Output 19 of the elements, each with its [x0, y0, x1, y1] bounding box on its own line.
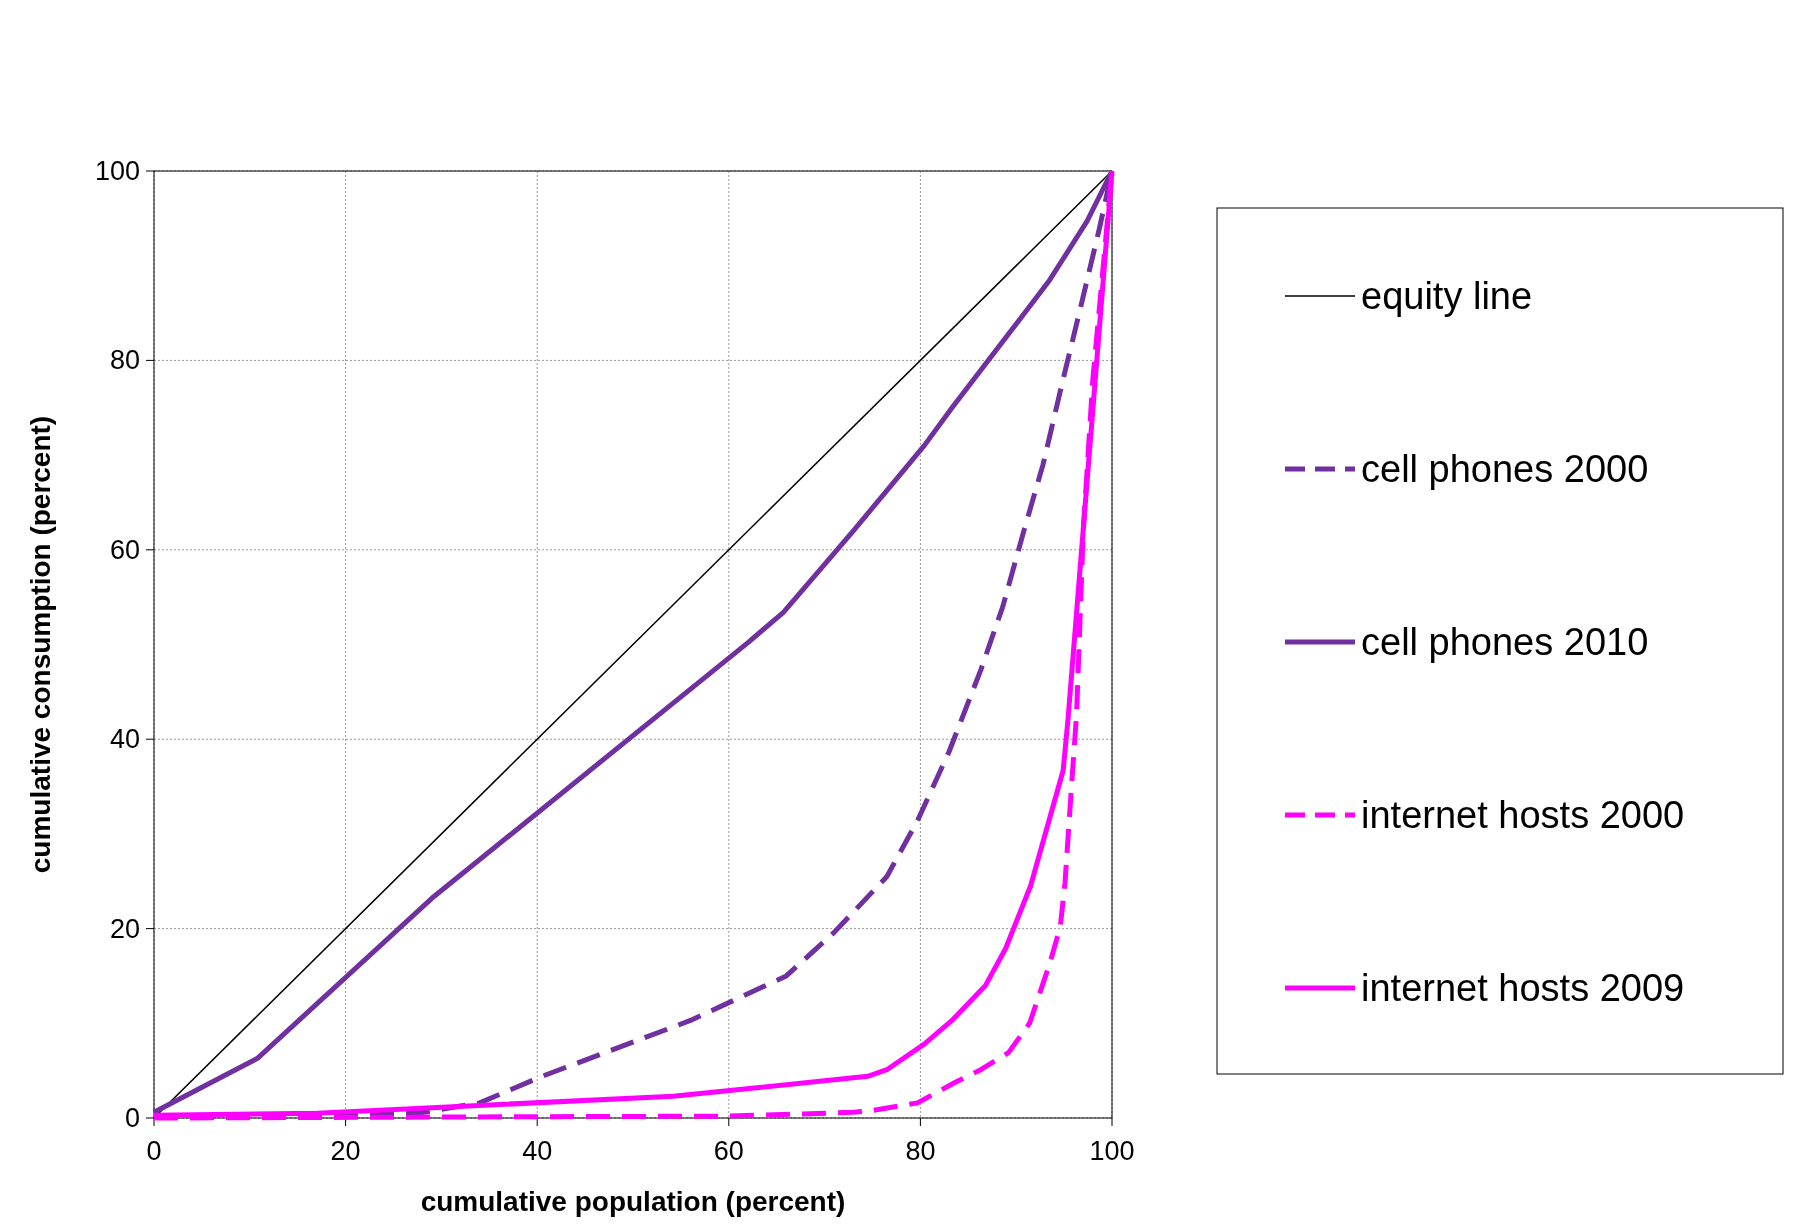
legend-label: cell phones 2010 — [1361, 621, 1649, 663]
x-axis-title: cumulative population (percent) — [420, 1186, 846, 1217]
legend-label: internet hosts 2000 — [1361, 794, 1685, 836]
y-tick-label: 60 — [109, 534, 140, 565]
y-tick-label: 0 — [124, 1103, 140, 1133]
y-axis-title: cumulative consumption (percent) — [25, 415, 56, 874]
y-tick-label: 40 — [109, 724, 140, 755]
legend-label: equity line — [1361, 275, 1533, 317]
y-tick-label: 80 — [109, 345, 140, 376]
x-tick-label: 40 — [522, 1136, 553, 1166]
x-tick-label: 0 — [146, 1136, 162, 1166]
x-tick-label: 80 — [905, 1136, 936, 1166]
x-tick-label: 20 — [330, 1136, 361, 1166]
legend-label: internet hosts 2009 — [1361, 967, 1685, 1009]
x-tick-label: 60 — [713, 1136, 744, 1166]
y-tick-label: 20 — [109, 913, 140, 944]
legend-label: cell phones 2000 — [1361, 448, 1649, 490]
y-tick-label: 100 — [94, 156, 140, 186]
x-tick-label: 100 — [1089, 1136, 1135, 1166]
